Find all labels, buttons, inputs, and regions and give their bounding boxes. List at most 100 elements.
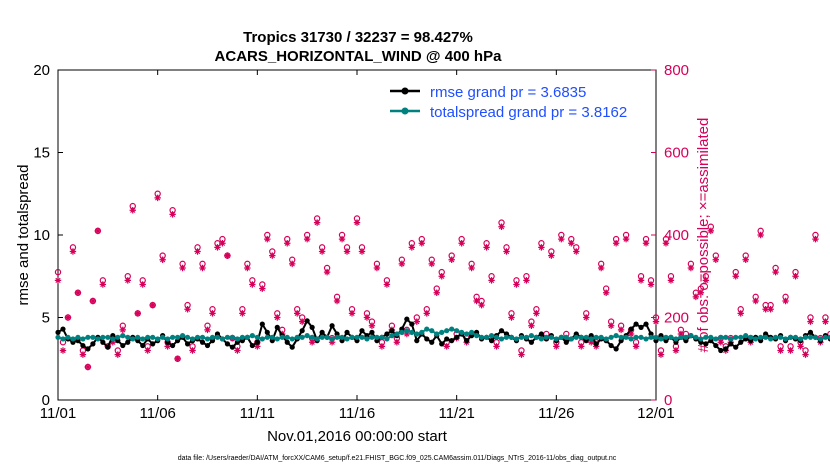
- totalspread-point: [334, 334, 340, 340]
- obs-assimilated-point: [627, 330, 635, 338]
- rmse-point: [309, 324, 315, 330]
- totalspread-point: [160, 334, 166, 340]
- obs-assimilated-point: [737, 310, 744, 317]
- obs-assimilated-point: [194, 248, 201, 255]
- obs-assimilated-point: [119, 326, 126, 334]
- totalspread-point: [743, 333, 749, 339]
- obs-assimilated-point: [707, 227, 715, 235]
- totalspread-point: [229, 334, 236, 340]
- obs-assimilated-point: [298, 318, 306, 325]
- totalspread-point: [439, 329, 445, 335]
- rmse-point: [100, 339, 106, 345]
- obs-assimilated-point: [513, 281, 520, 288]
- totalspread-point: [748, 334, 754, 340]
- totalspread-point: [80, 336, 86, 342]
- totalspread-point: [758, 334, 764, 340]
- totalspread-point: [204, 336, 211, 342]
- totalspread-point: [807, 334, 814, 340]
- rmse-point: [464, 338, 470, 344]
- totalspread-point: [394, 331, 400, 337]
- obs-assimilated-point: [313, 219, 321, 226]
- obs-assimilated-point: [259, 285, 266, 292]
- totalspread-point: [538, 336, 544, 342]
- totalspread-point: [384, 336, 390, 342]
- totalspread-point: [588, 336, 594, 342]
- obs-assimilated-point: [224, 252, 231, 259]
- rmse-point: [150, 341, 156, 347]
- obs-possible-point: [54, 268, 62, 276]
- totalspread-point: [763, 334, 769, 340]
- y-tick-label: 15: [33, 145, 50, 162]
- rmse-point: [449, 338, 455, 344]
- rmse-point: [140, 342, 146, 349]
- obs-assimilated-point: [548, 252, 555, 259]
- obs-assimilated-point: [777, 347, 784, 354]
- totalspread-point: [414, 331, 420, 337]
- totalspread-point: [65, 334, 71, 340]
- totalspread-point: [85, 334, 91, 340]
- totalspread-point: [568, 336, 574, 342]
- totalspread-point: [633, 334, 639, 340]
- obs-assimilated-point: [348, 310, 356, 317]
- obs-assimilated-point: [438, 273, 445, 280]
- rmse-point: [85, 346, 91, 352]
- obs-assimilated-point: [129, 207, 136, 214]
- x-tick-label: 11/06: [139, 405, 175, 422]
- obs-assimilated-point: [368, 322, 376, 329]
- rmse-point: [125, 339, 131, 345]
- obs-assimilated-point: [538, 244, 545, 251]
- obs-assimilated-point: [393, 339, 401, 346]
- obs-assimilated-point: [284, 240, 291, 247]
- rmse-point: [498, 328, 505, 334]
- y-tick-label: 10: [33, 227, 50, 244]
- rmse-point: [488, 338, 495, 344]
- totalspread-point: [713, 336, 719, 342]
- totalspread-point: [244, 334, 250, 340]
- totalspread-point: [219, 336, 226, 342]
- rmse-point: [628, 326, 634, 332]
- totalspread-point: [364, 336, 370, 342]
- totalspread-point: [369, 334, 375, 340]
- totalspread-point: [329, 336, 335, 342]
- y2-tick-label: 600: [664, 145, 689, 162]
- rmse-point: [703, 341, 709, 347]
- obs-assimilated-point: [607, 322, 615, 329]
- obs-assimilated-point: [274, 314, 281, 321]
- totalspread-point: [135, 334, 141, 340]
- rmse-point: [728, 341, 734, 347]
- totalspread-point: [723, 334, 729, 340]
- obs-assimilated-point: [269, 252, 276, 259]
- legend-marker-totalspread: [401, 107, 409, 115]
- obs-assimilated-point: [498, 223, 505, 230]
- rmse-point: [429, 339, 435, 345]
- obs-assimilated-point: [493, 343, 500, 350]
- totalspread-point: [379, 334, 385, 340]
- totalspread-point: [513, 336, 520, 342]
- obs-assimilated-point: [333, 297, 341, 305]
- totalspread-point: [648, 334, 654, 340]
- totalspread-point: [797, 336, 804, 342]
- totalspread-point: [419, 329, 425, 335]
- x-tick-label: 11/26: [538, 405, 574, 422]
- obs-assimilated-point: [602, 289, 610, 296]
- totalspread-point: [703, 334, 709, 340]
- totalspread-point: [304, 333, 310, 339]
- totalspread-point: [768, 336, 774, 342]
- obs-assimilated-point: [647, 281, 655, 288]
- rmse-point: [259, 321, 265, 327]
- obs-assimilated-point: [74, 289, 82, 296]
- y-axis-left: 0 5 10 15 20: [33, 62, 50, 409]
- rmse-point: [224, 341, 231, 347]
- obs-assimilated-point: [797, 343, 804, 350]
- totalspread-point: [673, 336, 679, 342]
- obs-assimilated-point: [712, 256, 719, 263]
- obs-assimilated-point: [428, 260, 435, 268]
- totalspread-point: [733, 334, 739, 340]
- obs-assimilated-point: [289, 260, 296, 268]
- totalspread-point: [309, 334, 315, 340]
- totalspread-point: [344, 336, 350, 342]
- totalspread-point: [184, 334, 191, 340]
- chart-subtitle: ACARS_HORIZONTAL_WIND @ 400 hPa: [215, 48, 503, 65]
- totalspread-point: [75, 334, 81, 340]
- rmse-point: [638, 324, 644, 330]
